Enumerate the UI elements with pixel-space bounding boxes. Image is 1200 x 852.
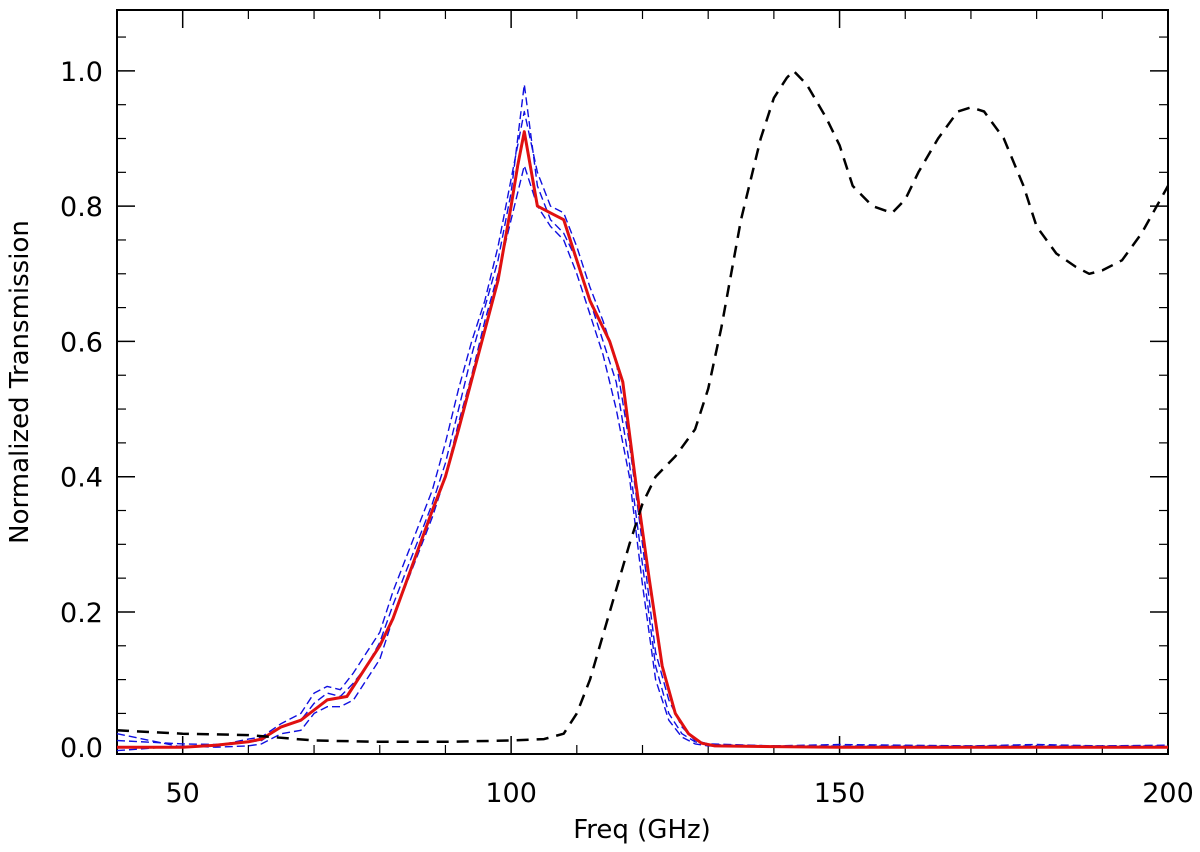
y-tick-label: 0.6 — [60, 327, 103, 358]
ticks — [116, 10, 1169, 754]
series-line-individual-detector-1 — [116, 164, 1168, 752]
y-axis-title: Normalized Transmission — [5, 220, 35, 544]
x-tick-label: 50 — [166, 778, 200, 809]
x-axis-title: Freq (GHz) — [573, 815, 711, 845]
series-line-average-3 — [117, 130, 1168, 749]
y-tick-label: 0.2 — [60, 598, 103, 629]
plot-frame — [116, 9, 1169, 755]
y-tick-label: 0.8 — [60, 192, 103, 223]
series-line-reference-band-4 — [116, 69, 1170, 744]
y-tick-label: 1.0 — [60, 57, 103, 88]
series-layer — [116, 69, 1170, 752]
series-line-individual-detector-2 — [116, 83, 1169, 747]
x-tick-label: 150 — [814, 778, 866, 809]
tick-labels: 50 100 150 200 0.0 0.2 0.4 0.6 0.8 1.0 — [60, 57, 1194, 809]
series-line-individual-detector-0 — [116, 110, 1168, 748]
x-tick-label: 100 — [485, 778, 537, 809]
y-tick-label: 0.0 — [60, 733, 103, 764]
x-tick-label: 200 — [1142, 778, 1194, 809]
y-tick-label: 0.4 — [60, 463, 103, 494]
